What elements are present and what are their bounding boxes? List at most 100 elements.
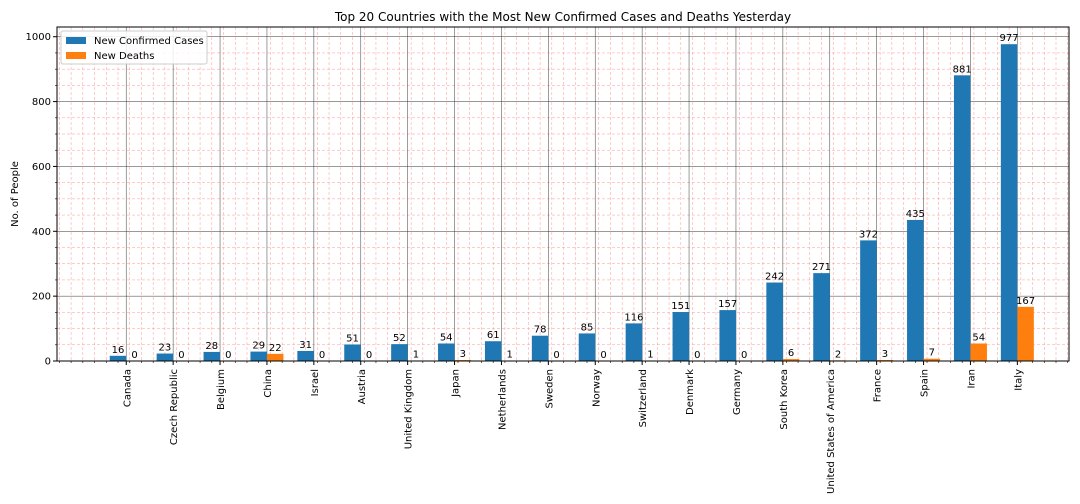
x-tick-label: Belgium — [216, 369, 227, 410]
bar-cases — [813, 273, 830, 361]
bar-cases — [578, 333, 596, 361]
x-tick-label: Israel — [310, 369, 321, 396]
data-label-deaths: 0 — [694, 350, 700, 361]
bar-cases — [531, 335, 549, 361]
data-label-cases: 16 — [112, 345, 125, 356]
data-label-deaths: 1 — [507, 350, 513, 361]
x-tick-label: Japan — [451, 369, 462, 398]
bar-deaths — [1017, 306, 1034, 361]
bar-cases — [203, 351, 221, 361]
x-tick-label: Czech Republic — [169, 369, 180, 445]
data-label-deaths: 7 — [929, 348, 935, 359]
bar-cases — [907, 219, 924, 361]
data-label-deaths: 0 — [319, 350, 325, 361]
bar-cases — [484, 341, 502, 361]
bar-cases — [156, 353, 174, 361]
data-label-deaths: 167 — [1016, 296, 1035, 307]
bar-cases — [766, 282, 783, 361]
x-tick-label: Spain — [920, 369, 931, 397]
data-label-cases: 881 — [953, 64, 972, 75]
data-label-cases: 31 — [299, 340, 312, 351]
data-label-deaths: 0 — [225, 350, 231, 361]
bar-cases — [250, 351, 267, 361]
x-tick-label: France — [873, 369, 884, 402]
data-label-deaths: 3 — [882, 349, 888, 360]
data-label-cases: 116 — [624, 312, 643, 323]
x-tick-label: China — [263, 369, 274, 398]
x-tick-label: Denmark — [685, 369, 696, 415]
legend-label-deaths: New Deaths — [94, 51, 154, 62]
grid — [57, 27, 1069, 362]
data-label-cases: 85 — [581, 322, 594, 333]
bar-cases — [625, 323, 643, 361]
data-label-cases: 242 — [765, 272, 784, 283]
y-tick-label: 800 — [32, 97, 51, 108]
data-label-deaths: 0 — [600, 350, 606, 361]
data-label-deaths: 1 — [413, 350, 419, 361]
data-label-cases: 151 — [671, 301, 690, 312]
x-tick-label: Sweden — [544, 369, 555, 409]
x-tick-label: United Kingdom — [404, 369, 415, 449]
data-label-deaths: 0 — [131, 350, 137, 361]
bar-deaths — [923, 358, 941, 361]
bar-cases — [860, 240, 877, 361]
chart-title: Top 20 Countries with the Most New Confi… — [334, 10, 791, 24]
bar-deaths — [782, 359, 800, 361]
y-tick-label: 0 — [45, 357, 51, 368]
bar-cases — [391, 344, 408, 361]
y-tick-label: 600 — [32, 162, 51, 173]
y-tick-label: 1000 — [26, 32, 51, 43]
bar-cases — [953, 75, 971, 362]
data-label-deaths: 0 — [741, 350, 747, 361]
data-label-deaths: 0 — [366, 350, 372, 361]
data-label-deaths: 0 — [178, 350, 184, 361]
legend-label-cases: New Confirmed Cases — [94, 36, 204, 47]
legend-swatch-cases — [66, 37, 86, 44]
x-tick-label: United States of America — [826, 369, 837, 494]
legend-swatch-deaths — [66, 52, 86, 59]
data-label-cases: 54 — [440, 332, 453, 343]
data-label-cases: 28 — [205, 341, 218, 352]
data-label-deaths: 0 — [553, 350, 559, 361]
data-label-cases: 271 — [812, 262, 831, 273]
bar-cases — [297, 350, 314, 361]
x-tick-label: Netherlands — [497, 369, 508, 430]
x-tick-label: Canada — [122, 369, 133, 407]
data-label-cases: 23 — [159, 343, 172, 354]
y-tick-label: 200 — [32, 292, 51, 303]
y-tick-label: 400 — [32, 227, 51, 238]
legend: New Confirmed Cases New Deaths — [60, 30, 208, 65]
x-tick-label: Italy — [1013, 369, 1024, 391]
x-tick-label: South Korea — [779, 369, 790, 430]
x-tick-label: Norway — [591, 369, 602, 407]
plot-frame — [56, 26, 1070, 362]
data-label-deaths: 3 — [460, 349, 466, 360]
data-label-cases: 372 — [859, 229, 878, 240]
legend-box — [60, 30, 208, 65]
data-label-deaths: 54 — [972, 332, 985, 343]
data-label-deaths: 2 — [835, 349, 841, 360]
bar-cases — [719, 310, 736, 361]
data-label-cases: 157 — [718, 299, 737, 310]
x-tick-label: Iran — [966, 369, 977, 389]
data-label-deaths: 22 — [269, 343, 282, 354]
bar-cases — [438, 343, 455, 361]
bar-cases — [1000, 44, 1018, 362]
data-label-deaths: 1 — [647, 350, 653, 361]
data-label-cases: 52 — [393, 333, 406, 344]
bars — [109, 44, 1034, 362]
x-tick-label: Switzerland — [638, 369, 649, 427]
bar-cases — [344, 344, 361, 361]
x-tick-label: Austria — [357, 369, 368, 404]
bar-deaths — [266, 353, 284, 361]
data-label-cases: 78 — [534, 325, 547, 336]
data-label-cases: 977 — [1000, 33, 1019, 44]
x-tick-label: Germany — [732, 369, 743, 415]
data-label-deaths: 6 — [788, 348, 794, 359]
data-label-cases: 61 — [487, 330, 500, 341]
data-label-cases: 51 — [346, 333, 359, 344]
data-label-cases: 29 — [252, 341, 265, 352]
